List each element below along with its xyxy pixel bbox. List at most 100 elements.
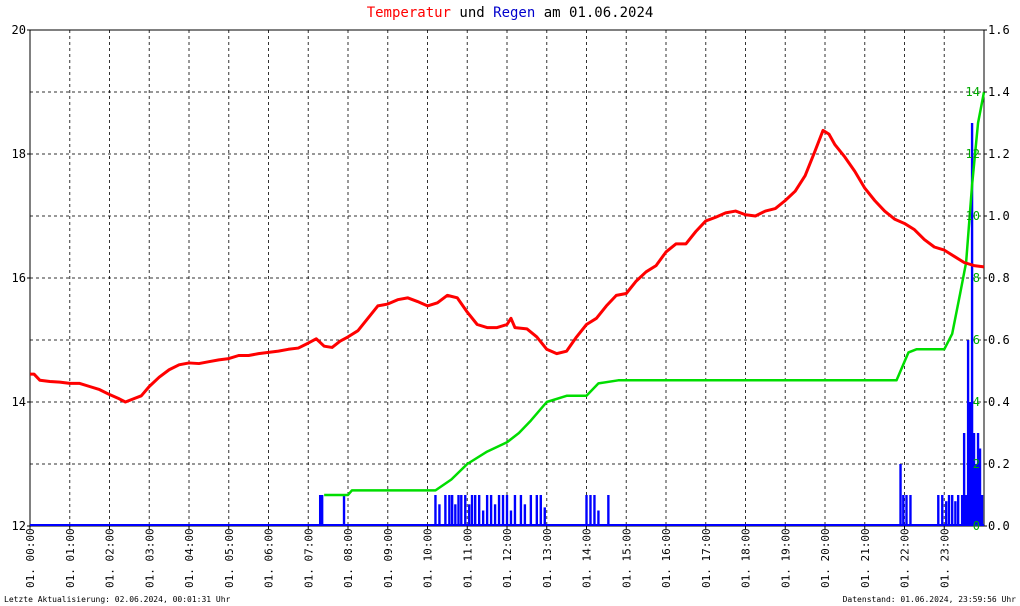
x-tick-label: 01. 04:00 — [183, 528, 196, 588]
x-tick-label: 01. 14:00 — [581, 528, 594, 588]
y-left-tick-label: 18 — [12, 147, 26, 161]
rain-bar — [954, 501, 957, 526]
rain-bar — [470, 495, 474, 526]
rain-bar — [457, 495, 460, 526]
rain-bar — [481, 510, 485, 526]
title-temperature: Temperatur — [366, 5, 451, 21]
rain-bar — [589, 495, 592, 526]
x-tick-label: 01. 22:00 — [899, 528, 912, 588]
x-tick-label: 01. 16:00 — [660, 528, 673, 588]
title-und: und — [450, 5, 494, 21]
y-right-outer-tick-label: 0.2 — [988, 457, 1010, 471]
y-right-outer-tick-label: 1.6 — [988, 23, 1010, 37]
rain-bar — [941, 495, 944, 526]
y-right-inner-tick-label: 0 — [973, 519, 980, 533]
y-left-tick-label: 12 — [12, 519, 26, 533]
footer-last-update: Letzte Aktualisierung: 02.06.2024, 00:01… — [4, 595, 231, 604]
rain-bar — [970, 123, 974, 526]
rain-bar — [454, 504, 457, 526]
rain-bar — [909, 495, 912, 526]
rain-bar — [535, 495, 539, 526]
y-right-inner-tick-label: 10 — [966, 209, 980, 223]
x-tick-label: 01. 07:00 — [302, 528, 315, 588]
y-right-outer-tick-label: 1.2 — [988, 147, 1010, 161]
x-tick-label: 01. 08:00 — [342, 528, 355, 588]
x-tick-label: 01. 03:00 — [143, 528, 156, 588]
rain-bar — [474, 495, 477, 526]
rain-bar — [937, 495, 940, 526]
title-date: am 01.06.2024 — [535, 5, 654, 21]
rain-bar — [968, 402, 972, 526]
rain-bar — [434, 495, 437, 526]
rain-bar — [956, 495, 960, 526]
rain-bar — [438, 504, 441, 526]
rain-bar — [468, 504, 471, 526]
rain-bar — [980, 495, 984, 526]
rain-bar — [318, 495, 322, 526]
rain-bar — [485, 495, 489, 526]
x-tick-label: 01. 19:00 — [779, 528, 792, 588]
rain-bar — [477, 495, 481, 526]
rain-sum-line — [324, 91, 986, 497]
rain-bar — [964, 495, 968, 526]
rain-bar — [597, 510, 600, 526]
rain-bar — [902, 495, 905, 526]
rain-bar — [966, 340, 970, 526]
y-right-inner-tick-label: 12 — [966, 147, 980, 161]
rain-bar — [585, 495, 588, 526]
rain-bar — [519, 495, 523, 526]
rain-bar — [951, 495, 954, 526]
rain-bar — [945, 501, 948, 526]
y-right-inner-tick-label: 6 — [973, 333, 980, 347]
x-tick-label: 01. 11:00 — [461, 528, 474, 588]
footer-data-state: Datenstand: 01.06.2024, 23:59:56 Uhr — [842, 595, 1016, 604]
y-right-inner-tick-label: 8 — [973, 271, 980, 285]
x-tick-label: 01. 01:00 — [64, 528, 77, 588]
rain-bar — [905, 495, 908, 526]
rain-bar — [899, 464, 902, 526]
rain-bar — [962, 433, 966, 526]
rain-bar — [972, 433, 976, 526]
y-right-inner-tick-label: 14 — [966, 85, 980, 99]
y-left-tick-label: 16 — [12, 271, 26, 285]
rain-bar — [529, 495, 533, 526]
rain-bar — [974, 464, 978, 526]
rain-bar — [960, 495, 964, 526]
rain-bar — [593, 495, 596, 526]
rain-bar — [539, 495, 542, 526]
y-right-inner-tick-label: 2 — [973, 457, 980, 471]
x-tick-label: 01. 20:00 — [819, 528, 832, 588]
rain-bar — [489, 495, 493, 526]
x-tick-label: 01. 15:00 — [620, 528, 633, 588]
rain-bar — [513, 495, 517, 526]
x-tick-label: 01. 00:00 — [24, 528, 37, 588]
rain-bar — [342, 495, 346, 526]
x-tick-label: 01. 09:00 — [382, 528, 395, 588]
rain-bar — [501, 495, 505, 526]
rain-bar — [523, 504, 527, 526]
rain-bar — [543, 507, 546, 526]
x-tick-label: 01. 17:00 — [700, 528, 713, 588]
title-rain: Regen — [493, 5, 536, 21]
y-right-inner-tick-label: 4 — [973, 395, 980, 409]
rain-bar — [607, 495, 610, 526]
rain-bar — [450, 495, 454, 526]
x-tick-label: 01. 05:00 — [223, 528, 236, 588]
y-left-tick-label: 20 — [12, 23, 26, 37]
y-right-outer-tick-label: 0.6 — [988, 333, 1010, 347]
rain-bar — [497, 495, 501, 526]
rain-bar — [505, 495, 509, 526]
x-tick-label: 01. 10:00 — [422, 528, 435, 588]
y-right-outer-tick-label: 0.0 — [988, 519, 1010, 533]
y-right-outer-tick-label: 1.4 — [988, 85, 1010, 99]
rain-bar — [947, 495, 951, 526]
x-tick-label: 01. 06:00 — [263, 528, 276, 588]
x-tick-label: 01. 02:00 — [104, 528, 117, 588]
y-left-tick-label: 14 — [12, 395, 26, 409]
x-tick-label: 01. 18:00 — [740, 528, 753, 588]
rain-bar — [320, 495, 324, 526]
rain-bar — [448, 495, 451, 526]
x-tick-label: 01. 13:00 — [541, 528, 554, 588]
rain-bar — [493, 504, 497, 526]
